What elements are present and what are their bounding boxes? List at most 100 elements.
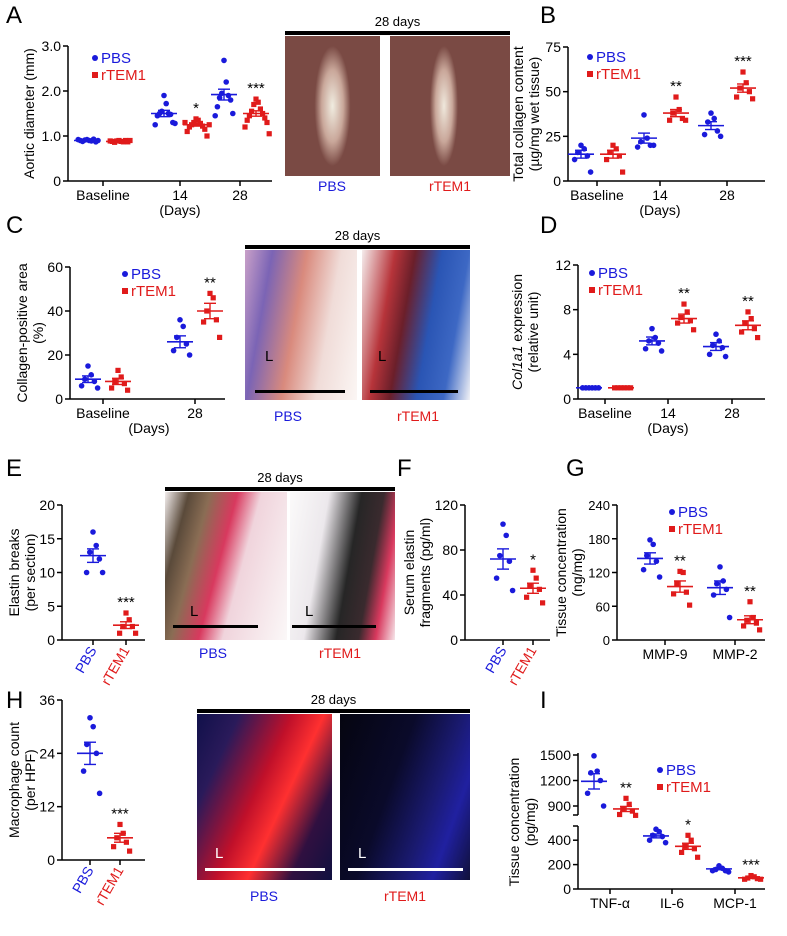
data-point-rtem1 bbox=[617, 811, 623, 818]
data-point-rtem1 bbox=[253, 96, 259, 102]
image-title-a: 28 days bbox=[374, 14, 421, 29]
data-point-pbs bbox=[726, 614, 733, 621]
y-tick-label: 8 bbox=[563, 302, 571, 318]
significance-label: ** bbox=[674, 552, 686, 569]
data-point-rtem1 bbox=[742, 320, 748, 326]
y-axis-label: Aortic diameter (mm) bbox=[21, 48, 37, 179]
legend-label-pbs: PBS bbox=[131, 266, 161, 283]
data-point-rtem1 bbox=[685, 832, 691, 838]
y-tick-label: 80 bbox=[442, 542, 458, 558]
y-tick-label: 2.0 bbox=[42, 83, 62, 99]
y-tick-label: 12 bbox=[39, 799, 55, 815]
data-point-rtem1 bbox=[202, 126, 208, 132]
y-axis-label: fragments (pg/ml) bbox=[417, 518, 433, 628]
data-point-pbs bbox=[85, 363, 91, 369]
data-point-rtem1 bbox=[127, 137, 133, 144]
image-caption-rtem1-e: rTEM1 bbox=[319, 645, 361, 661]
data-point-pbs bbox=[500, 521, 506, 527]
y-tick-label: 40 bbox=[442, 587, 458, 603]
y-tick-label: 0 bbox=[553, 173, 561, 189]
image-title-bar-c bbox=[245, 245, 470, 249]
data-point-pbs bbox=[230, 110, 236, 117]
data-point-rtem1 bbox=[111, 844, 117, 850]
x-tick-label: PBS bbox=[482, 644, 510, 676]
image-caption-pbs-c: PBS bbox=[273, 408, 302, 424]
photo-elastin-rtem1 bbox=[290, 492, 395, 640]
data-point-pbs bbox=[597, 777, 604, 784]
data-point-rtem1 bbox=[536, 586, 542, 592]
y-axis-label: (µg/mg wet tissue) bbox=[526, 57, 542, 172]
data-point-pbs bbox=[78, 383, 85, 389]
image-title-bar-h bbox=[197, 709, 470, 713]
data-point-rtem1 bbox=[683, 589, 689, 595]
legend-label-pbs: PBS bbox=[596, 49, 626, 66]
y-tick-label: 400 bbox=[548, 832, 572, 848]
data-point-rtem1 bbox=[123, 839, 129, 845]
data-point-rtem1 bbox=[242, 124, 248, 130]
data-point-pbs bbox=[163, 100, 169, 107]
data-point-rtem1 bbox=[677, 568, 683, 574]
data-point-rtem1 bbox=[118, 374, 124, 380]
legend-marker-rtem1 bbox=[657, 784, 663, 790]
data-point-pbs bbox=[96, 556, 103, 562]
y-axis-label: Tissue concentration bbox=[506, 758, 522, 887]
data-point-rtem1 bbox=[206, 122, 212, 128]
data-point-pbs bbox=[641, 112, 647, 118]
data-point-rtem1 bbox=[613, 146, 619, 152]
data-point-pbs bbox=[180, 323, 186, 330]
data-point-rtem1 bbox=[262, 115, 268, 121]
data-point-rtem1 bbox=[195, 117, 201, 123]
y-axis-label: Col1a1 expression bbox=[509, 274, 525, 390]
legend-marker-pbs bbox=[92, 55, 98, 61]
data-point-pbs bbox=[656, 574, 663, 580]
data-point-rtem1 bbox=[750, 614, 756, 621]
significance-label: *** bbox=[111, 805, 129, 822]
data-point-pbs bbox=[172, 120, 178, 127]
legend-marker-pbs bbox=[587, 54, 593, 60]
data-point-rtem1 bbox=[117, 821, 123, 828]
legend-label-pbs: PBS bbox=[598, 265, 628, 282]
significance-label: ** bbox=[744, 583, 756, 600]
data-point-pbs bbox=[710, 592, 717, 598]
data-point-pbs bbox=[717, 564, 723, 570]
data-point-rtem1 bbox=[207, 290, 213, 296]
y-tick-label: 60 bbox=[596, 599, 610, 614]
data-point-rtem1 bbox=[533, 575, 539, 581]
image-title-bar-a bbox=[285, 31, 510, 35]
image-caption-pbs-e: PBS bbox=[198, 645, 227, 661]
y-axis-label: Serum elastin bbox=[401, 530, 417, 616]
y-axis-label: (relative unit) bbox=[525, 292, 541, 373]
x-axis-label: (Days) bbox=[128, 420, 169, 436]
data-point-pbs bbox=[711, 115, 717, 122]
legend-label-pbs: PBS bbox=[666, 762, 696, 779]
y-tick-label: 15 bbox=[39, 531, 55, 547]
data-point-pbs bbox=[587, 169, 594, 175]
x-tick-label: MMP-2 bbox=[712, 646, 757, 662]
data-point-pbs bbox=[600, 803, 607, 809]
significance-label: *** bbox=[247, 80, 265, 97]
data-point-pbs bbox=[584, 790, 591, 797]
data-point-pbs bbox=[87, 549, 93, 556]
y-tick-label: 0 bbox=[47, 632, 55, 648]
data-point-pbs bbox=[212, 112, 218, 119]
lumen-label-h-pbs: L bbox=[215, 845, 224, 862]
data-point-rtem1 bbox=[751, 326, 757, 332]
y-axis-label: (per HPF) bbox=[22, 749, 38, 810]
data-point-pbs bbox=[80, 768, 87, 774]
data-point-pbs bbox=[214, 103, 221, 110]
data-point-rtem1 bbox=[755, 334, 761, 341]
x-tick-label: MMP-9 bbox=[642, 646, 687, 662]
y-axis-label: Tissue concentration bbox=[553, 508, 569, 637]
data-point-rtem1 bbox=[115, 367, 121, 373]
panel-label-e: E bbox=[6, 455, 23, 482]
data-point-pbs bbox=[497, 552, 503, 559]
data-point-pbs bbox=[221, 57, 227, 64]
legend-label-pbs: PBS bbox=[678, 504, 708, 521]
significance-label: * bbox=[193, 100, 199, 117]
data-point-pbs bbox=[656, 828, 662, 835]
y-tick-label: 3.0 bbox=[42, 38, 62, 54]
data-point-rtem1 bbox=[616, 153, 622, 159]
data-point-rtem1 bbox=[734, 94, 740, 100]
panel-label-i: I bbox=[540, 687, 547, 714]
data-point-rtem1 bbox=[210, 295, 216, 301]
